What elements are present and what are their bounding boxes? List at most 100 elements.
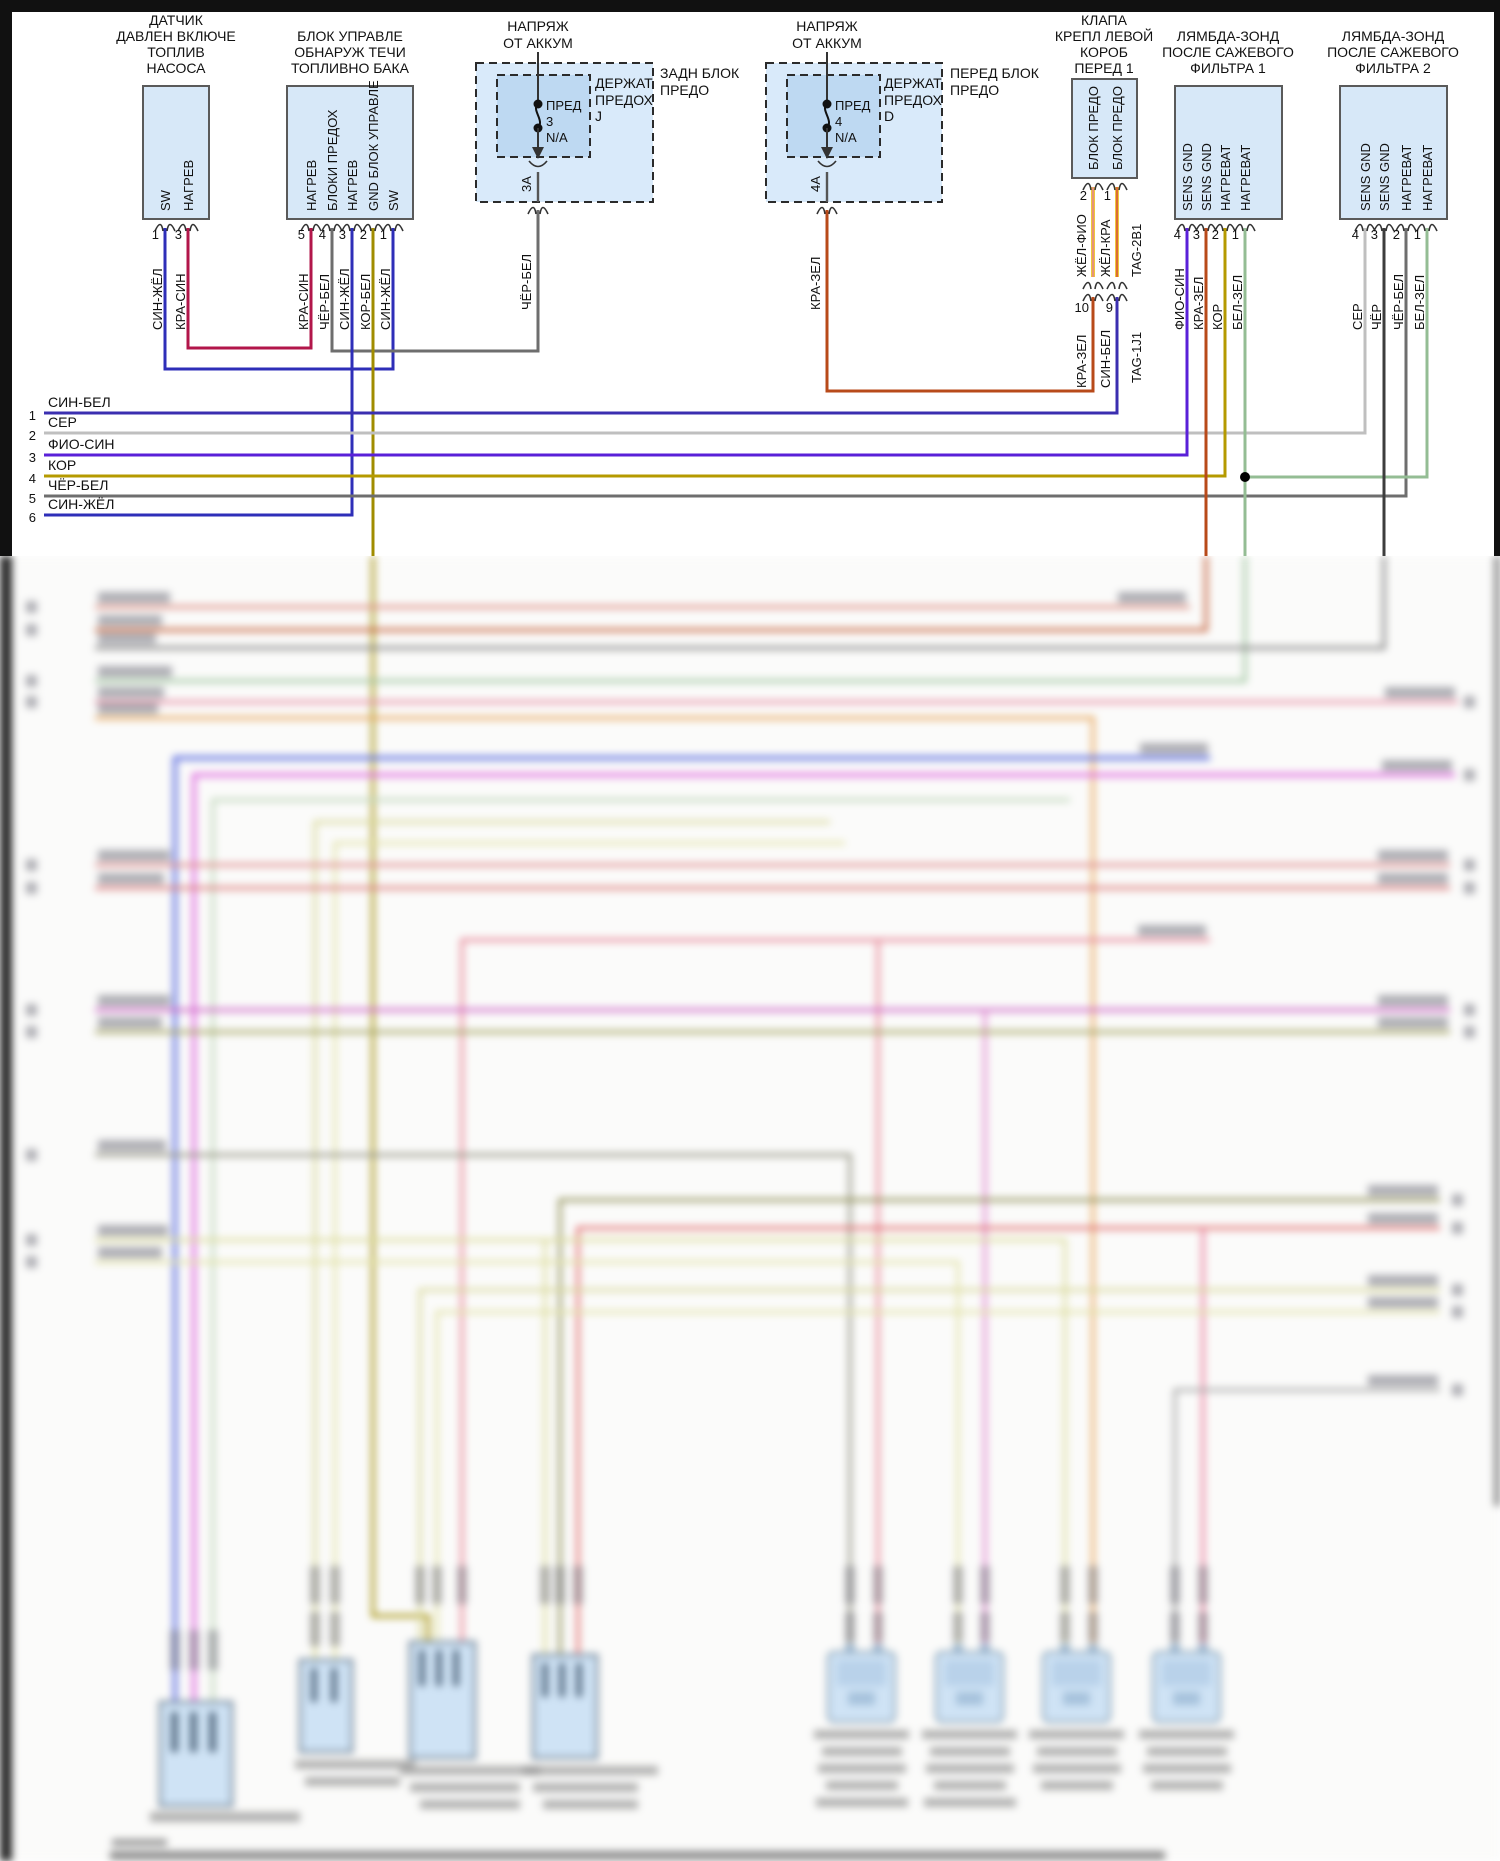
fuse-label: ПРЕД	[835, 98, 871, 113]
pin-name: НАГРЕВАТ	[1420, 145, 1435, 211]
component-lambda-sensor-1: ЛЯМБДА-ЗОНД ПОСЛЕ САЖЕВОГО ФИЛЬТРА 1 SEN…	[1162, 28, 1294, 330]
connector-tag: TAG-1J1	[1129, 332, 1144, 383]
fuse-rating: N/A	[546, 130, 568, 145]
pin-name: НАГРЕВ	[304, 160, 319, 211]
pin-number: 2	[1080, 188, 1087, 203]
left-border	[0, 0, 12, 556]
bus-number: 2	[29, 428, 36, 443]
pin-name: SENS GND	[1180, 143, 1195, 211]
fuse-holder-box	[496, 74, 591, 158]
component-title: ТОПЛИВНО БАКА	[291, 60, 410, 76]
wire-label: СИН-ЖЁЛ	[378, 268, 393, 330]
bus-label: СЕР	[48, 414, 77, 430]
component-title: КОРОБ	[1080, 44, 1128, 60]
wire-kra-zel-fuse2	[825, 210, 1095, 393]
component-title: КЛАПА	[1081, 12, 1128, 28]
fuse-label: ПРЕД	[546, 98, 582, 113]
pin-name: НАГРЕВАТ	[1218, 145, 1233, 211]
fuse-number: 3	[546, 114, 553, 129]
wire-kra-sin-loop	[186, 228, 313, 350]
component-title: ТОПЛИВ	[147, 44, 204, 60]
component-box	[286, 85, 414, 220]
wire-fio-sin-bus3	[44, 228, 1189, 457]
wire-label: БЕЛ-ЗЕЛ	[1412, 275, 1427, 330]
wire-label: ЧЁР	[1369, 304, 1384, 330]
pin-number: 3	[339, 227, 346, 242]
fuse-holder-label: ПРЕДОХ	[595, 92, 653, 108]
fuse-holder-label: ПРЕДОХ	[884, 92, 942, 108]
bottom-left-smudge	[112, 1839, 167, 1846]
component-rear-fuse-box: НАПРЯЖ ОТ АККУМ ЗАДН БЛОК ПРЕДО ДЕРЖАТ П…	[475, 18, 740, 310]
pin-name: НАГРЕВАТ	[1238, 145, 1253, 211]
wire-label: ФИО-СИН	[1172, 268, 1187, 330]
right-border	[1494, 0, 1500, 556]
pin-number: 1	[1232, 227, 1239, 242]
wire-label: СИН-ЖЁЛ	[150, 268, 165, 330]
component-box	[142, 85, 210, 220]
component-title: ДАВЛЕН ВКЛЮЧЕ	[116, 28, 236, 44]
fuse-symbol	[824, 103, 830, 129]
power-source-label: НАПРЯЖ	[507, 18, 568, 34]
wire-kor-bus4	[44, 228, 1227, 478]
component-title: ОБНАРУЖ ТЕЧИ	[294, 44, 406, 60]
component-title: БЛОК УПРАВЛЕ	[297, 28, 403, 44]
pin-name: GND БЛОК УПРАВЛЕ	[366, 80, 381, 211]
bottom-bar	[110, 1851, 1165, 1860]
wire-sin-zhel-loop	[163, 228, 395, 371]
blurred-connector-5	[814, 1644, 909, 1807]
pin-number: 1	[1414, 227, 1421, 242]
wire-label: КРА-ЗЕЛ	[808, 257, 823, 310]
wire-label: ЖЁЛ-КРА	[1098, 219, 1113, 277]
pin-number: 3	[1193, 227, 1200, 242]
right-border-blurred	[1494, 556, 1500, 1506]
wire-label: ЧЁР-БЕЛ	[317, 274, 332, 330]
arrow-down-icon	[821, 147, 833, 159]
blurred-left-labels	[26, 592, 172, 1268]
component-title: ФИЛЬТРА 1	[1190, 60, 1266, 76]
wire-ser-bus2	[44, 228, 1367, 435]
component-title: ЛЯМБДА-ЗОНД	[1342, 28, 1445, 44]
component-title: ПОСЛЕ САЖЕВОГО	[1327, 44, 1459, 60]
wire-label: ЧЁР-БЕЛ	[1391, 274, 1406, 330]
sharp-background	[0, 0, 1500, 556]
fuse-symbol	[535, 103, 541, 129]
bus-number: 6	[29, 510, 36, 525]
component-lambda-sensor-2: ЛЯМБДА-ЗОНД ПОСЛЕ САЖЕВОГО ФИЛЬТРА 2 SEN…	[1327, 28, 1459, 330]
pin-name: БЛОКИ ПРЕДОХ	[325, 109, 340, 211]
fuse-holder-label: ДЕРЖАТ	[884, 75, 942, 91]
bus-label: КОР	[48, 457, 76, 473]
component-box	[1174, 85, 1283, 220]
blurred-component-2	[295, 1658, 415, 1786]
power-source-label: ОТ АККУМ	[792, 35, 862, 51]
fuse-holder-label: ДЕРЖАТ	[595, 75, 653, 91]
wire-label: ЖЁЛ-ФИО	[1074, 214, 1089, 277]
pin-number: 2	[1212, 227, 1219, 242]
component-title: ДАТЧИК	[149, 12, 204, 28]
pin-number: 1	[1104, 188, 1111, 203]
pin-name: SW	[386, 189, 401, 211]
power-source-label: ОТ АККУМ	[503, 35, 573, 51]
blurred-component-3	[400, 1640, 540, 1809]
component-title: КРЕПЛ ЛЕВОЙ	[1055, 27, 1153, 44]
wire-label: СЕР	[1350, 303, 1365, 330]
blurred-right-labels	[1118, 592, 1475, 1396]
fuse-holder-label: J	[595, 108, 602, 124]
pin-number: 10	[1075, 300, 1089, 315]
component-valve-bracket: КЛАПА КРЕПЛ ЛЕВОЙ КОРОБ ПЕРЕД 1 БЛОК ПРЕ…	[1055, 12, 1153, 388]
wire-label: КОР	[1210, 304, 1225, 330]
fuse-pin: 3A	[519, 176, 534, 192]
component-title: ПОСЛЕ САЖЕВОГО	[1162, 44, 1294, 60]
blurred-component-1	[150, 1700, 300, 1822]
pin-name: НАГРЕВ	[181, 160, 196, 211]
pin-name: БЛОК ПРЕДО	[1110, 86, 1125, 170]
blurred-connector-6	[922, 1644, 1017, 1807]
wire-bel-zel-link	[1245, 228, 1429, 479]
pin-name: НАГРЕВ	[345, 160, 360, 211]
blurred-connector-7	[1029, 1644, 1124, 1790]
fuse-pin: 4A	[808, 176, 823, 192]
component-box	[1339, 85, 1448, 220]
component-title: ЛЯМБДА-ЗОНД	[1177, 28, 1280, 44]
fuse-holder-box	[786, 74, 881, 158]
top-border	[0, 0, 1500, 12]
